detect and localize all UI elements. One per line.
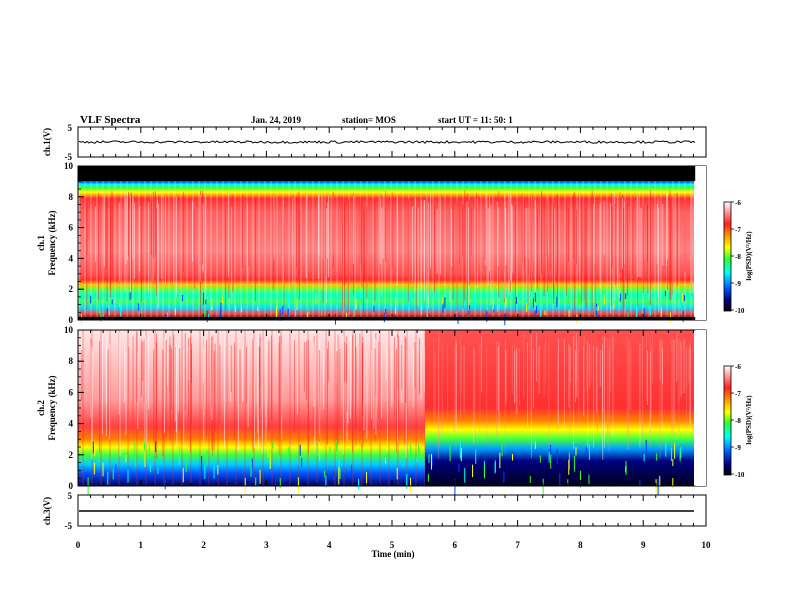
colorbar-tick-label: -10: [735, 307, 745, 315]
x-tick-label: 7: [515, 540, 520, 550]
ch1-spectrogram-panel: ch.1 Frequency (kHz) 0 2 4 6 8 10: [36, 161, 707, 326]
ch2-spectrogram-panel: ch.2 Frequency (kHz) 0 2 4 6 8 10: [36, 325, 707, 497]
ch1-voltage-ylabel: ch.1(V): [42, 128, 52, 156]
ch3-tick-top: 5: [68, 491, 73, 501]
x-axis-tick-labels: 0 1 2 3 4 5 6 7 8 9 10: [76, 540, 711, 550]
x-tick-label: 3: [264, 540, 269, 550]
x-tick-label: 2: [201, 540, 206, 550]
ch1-colorbar-label: log(PSD)(V²/Hz): [745, 231, 753, 281]
colorbar-tick-label: -9: [735, 444, 741, 452]
ch1-voltage-panel: 5 -5 ch.1(V): [42, 123, 707, 162]
figure-title: VLF Spectra: [80, 114, 141, 126]
ch1-voltage-trace: [78, 140, 696, 144]
ch3-voltage-panel: 5 -5 ch.3(V): [42, 491, 707, 531]
ch1-streaks: [77, 166, 696, 326]
no-data-region: [695, 166, 706, 320]
ch2-colorbar-label: log(PSD)(V²/Hz): [745, 395, 753, 445]
x-tick-label: 0: [76, 540, 81, 550]
colorbar-tick-label: -7: [735, 390, 741, 398]
date-label: Jan. 24, 2019: [251, 115, 302, 125]
ch2-frequency-ylabel: Frequency (kHz): [47, 375, 57, 440]
ch1-tick-top: 5: [68, 123, 73, 133]
ch2-channel-label: ch.2: [36, 400, 46, 416]
x-tick-label: 9: [641, 540, 646, 550]
y-tick-label: 2: [69, 284, 74, 294]
ch1-bottom-dark-band: [78, 317, 696, 320]
colorbar-tick-label: -7: [735, 226, 741, 234]
x-tick-label: 6: [453, 540, 458, 550]
y-tick-label: 10: [64, 161, 74, 171]
y-tick-label: 2: [69, 450, 74, 460]
x-tick-label: 4: [327, 540, 332, 550]
no-data-region: [695, 330, 706, 486]
y-tick-label: 4: [69, 419, 74, 429]
colorbar-tick-label: -6: [735, 363, 741, 371]
y-tick-label: 8: [69, 356, 74, 366]
x-tick-label: 5: [390, 540, 395, 550]
colorbar-tick-label: -9: [735, 280, 741, 288]
colorbar-tick-label: -10: [735, 471, 745, 479]
y-tick-label: 8: [69, 192, 74, 202]
x-tick-label: 10: [702, 540, 712, 550]
x-axis-label: Time (min): [371, 549, 414, 559]
x-tick-label: 8: [578, 540, 583, 550]
x-tick-label: 1: [139, 540, 144, 550]
colorbar-tick-label: -8: [735, 417, 741, 425]
ch2-spectrogram-late: [425, 330, 694, 486]
y-tick-label: 4: [69, 253, 74, 263]
y-tick-label: 0: [69, 315, 74, 325]
ch1-channel-label: ch.1: [36, 235, 46, 251]
start-time-label: start UT = 11: 50: 1: [438, 115, 513, 125]
colorbar-tick-label: -6: [735, 199, 741, 207]
y-tick-label: 10: [64, 325, 74, 335]
ch3-tick-bottom: -5: [65, 521, 73, 531]
y-tick-label: 6: [69, 223, 74, 233]
y-tick-label: 6: [69, 387, 74, 397]
ch2-colorbar: -6 -7 -8 -9 -10 log(PSD)(V²/Hz): [723, 363, 753, 479]
ch1-top-dark-band: [78, 166, 696, 181]
colorbar-tick-label: -8: [735, 253, 741, 261]
ch1-frequency-ylabel: Frequency (kHz): [47, 210, 57, 275]
ch3-voltage-ylabel: ch.3(V): [42, 497, 52, 525]
ch1-colorbar: -6 -7 -8 -9 -10 log(PSD)(V²/Hz): [723, 199, 753, 315]
x-axis-ticks: [77, 127, 707, 526]
station-label: station= MOS: [342, 115, 396, 125]
y-tick-label: 0: [69, 481, 74, 491]
ch2-streaks: [81, 332, 691, 497]
ch1-tick-bottom: -5: [65, 152, 73, 162]
